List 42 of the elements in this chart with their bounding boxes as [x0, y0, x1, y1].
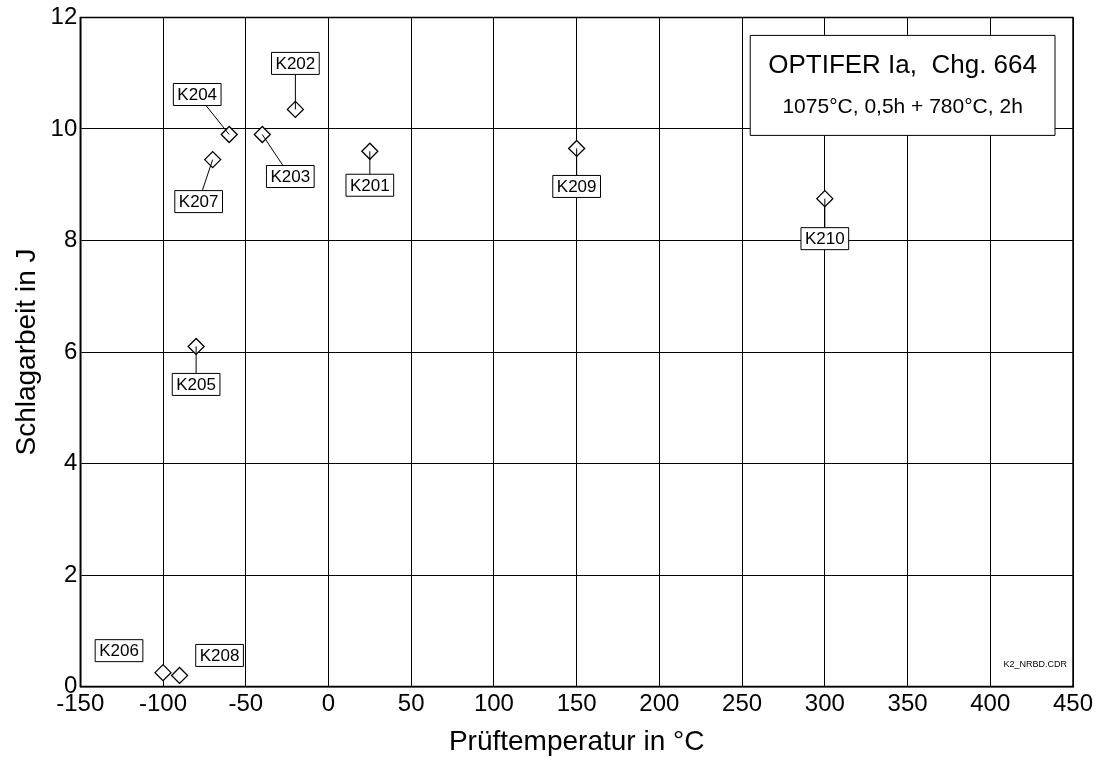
y-axis-title: Schlagarbeit in J — [9, 248, 41, 456]
y-tick-label: 12 — [50, 2, 78, 30]
point — [170, 666, 189, 685]
x-tick-label: 350 — [887, 688, 928, 716]
point — [286, 100, 305, 119]
annotation: K204 — [177, 85, 218, 105]
x-tick-label: 150 — [556, 688, 597, 716]
x-tick-label: 50 — [397, 688, 425, 716]
annotation: K209 — [556, 177, 597, 197]
annotation: K210 — [804, 229, 845, 249]
x-tick-label: 300 — [804, 688, 845, 716]
y-tick-label: 10 — [50, 113, 78, 141]
x-tick-label: 450 — [1052, 688, 1094, 716]
y-tick-label: 8 — [63, 225, 78, 253]
annotation: K206 — [99, 641, 139, 661]
y-tick-label: 4 — [63, 448, 78, 476]
text: 1075°C, 0,5h + 780°C, 2h — [782, 94, 1023, 118]
point — [154, 664, 172, 682]
x-axis-title: Prüftemperatur in °C — [448, 724, 705, 756]
point — [568, 139, 586, 158]
y-tick-label: 2 — [63, 559, 78, 587]
x-tick-label: 400 — [970, 688, 1011, 716]
annotation: K208 — [199, 646, 240, 666]
point — [204, 150, 222, 169]
annotation: K207 — [178, 192, 219, 212]
annotation: K203 — [270, 167, 311, 187]
x-tick-label: -100 — [139, 688, 188, 716]
point — [220, 125, 238, 144]
annotation: K205 — [176, 375, 216, 395]
y-tick-label: 6 — [63, 336, 78, 364]
x-tick-label: 100 — [473, 688, 514, 716]
x-tick-label: -50 — [228, 688, 264, 716]
point — [816, 189, 834, 208]
x-tick-label: 200 — [639, 688, 680, 716]
annotation: K201 — [349, 175, 390, 195]
annotation: K202 — [275, 54, 316, 74]
point — [361, 142, 379, 160]
text: OPTIFER Ia, Chg. 664 — [768, 48, 1037, 79]
x-tick-label: 250 — [722, 688, 763, 716]
x-tick-label: 0 — [321, 688, 336, 716]
point — [253, 125, 271, 144]
annotation: K2_NRBD.CDR — [1003, 659, 1068, 670]
